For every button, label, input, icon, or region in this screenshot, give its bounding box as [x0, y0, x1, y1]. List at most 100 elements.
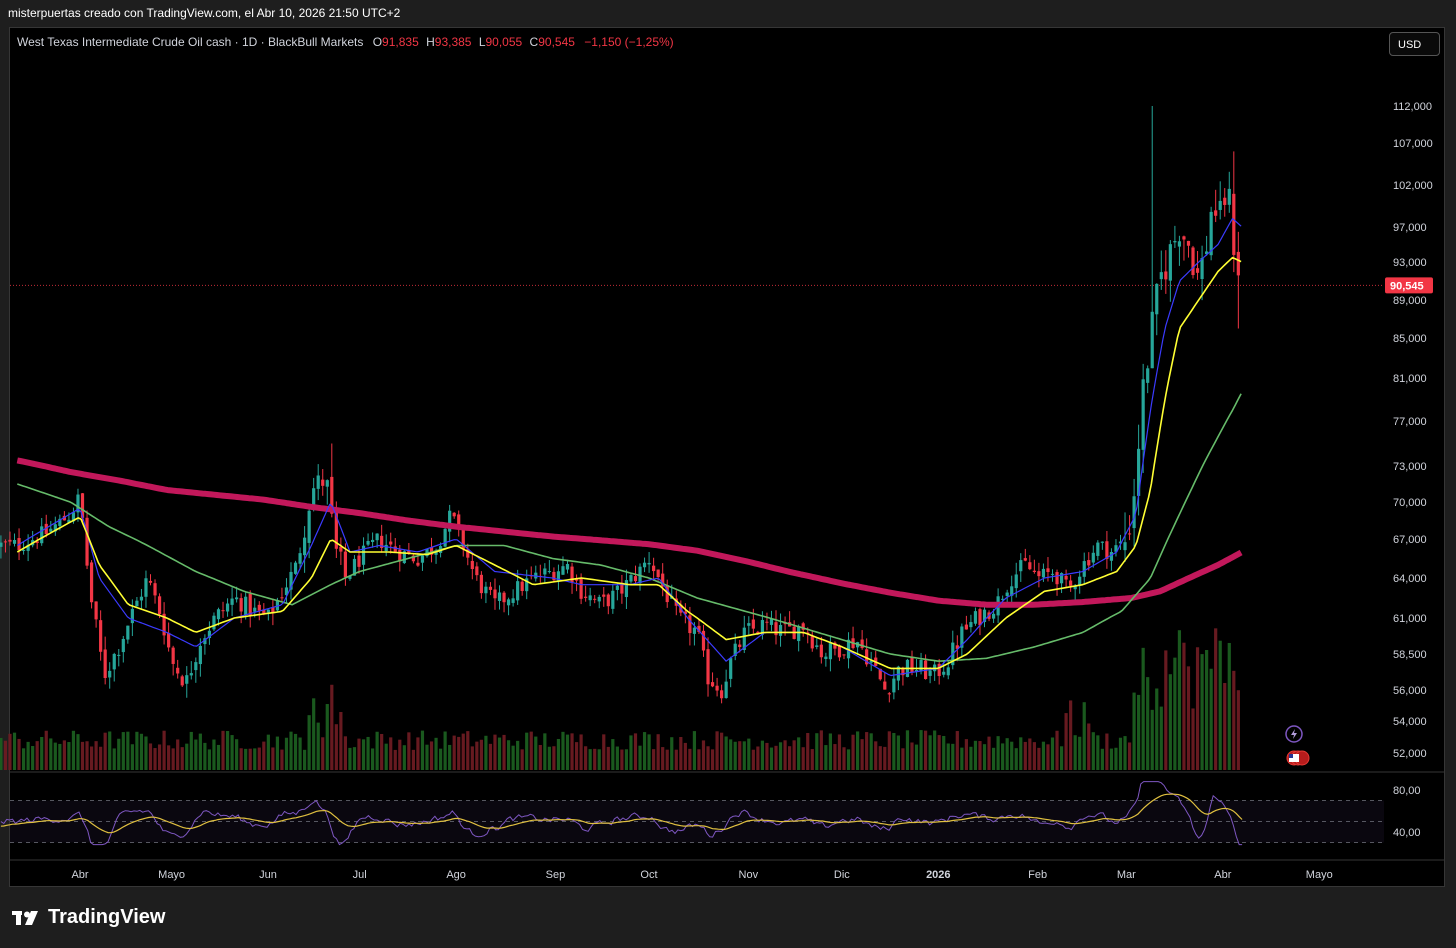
volume-bar [520, 749, 524, 770]
candle-body [642, 562, 647, 568]
x-tick-label: Mar [1117, 869, 1136, 881]
candle-body [733, 643, 737, 657]
candle-body [497, 592, 502, 601]
volume-bar [778, 742, 783, 770]
candle-body [1150, 311, 1154, 369]
candle-body [964, 624, 968, 630]
candle-body [982, 609, 987, 623]
volume-bar [624, 749, 629, 770]
candle-body [1001, 598, 1005, 600]
volume-bar [1001, 743, 1005, 770]
candle-body [452, 512, 456, 517]
volume-bar [1168, 674, 1172, 770]
ema-green-line [17, 393, 1242, 662]
volume-bar [357, 738, 361, 770]
y-tick-label: 56,000 [1393, 685, 1427, 697]
low-value: 90,055 [485, 35, 523, 49]
volume-bar [788, 746, 792, 770]
volume-bar [901, 748, 905, 770]
y-tick-label: 52,000 [1393, 748, 1427, 760]
candle-body [44, 523, 48, 534]
candle-body [928, 670, 932, 676]
candle-body [860, 639, 864, 649]
candle-body [307, 510, 311, 543]
volume-bar [167, 745, 171, 770]
candle-body [828, 643, 832, 660]
volume-bar [529, 731, 533, 770]
y-tick-label: 81,000 [1393, 373, 1427, 385]
open-label: O [372, 35, 383, 49]
volume-bar [198, 733, 202, 770]
volume-bar [112, 748, 116, 770]
x-tick-label: Jun [259, 869, 277, 881]
y-tick-label: 107,000 [1393, 138, 1433, 150]
volume-bar [955, 731, 959, 770]
volume-bar [633, 733, 638, 770]
volume-bar [688, 748, 692, 770]
candle-body [715, 685, 719, 691]
tradingview-logo[interactable]: TradingView [12, 906, 165, 929]
candle-body [466, 549, 470, 558]
x-tick-label: 2026 [926, 869, 950, 881]
volume-bar [457, 736, 461, 770]
volume-bar [1096, 735, 1100, 770]
x-tick-label: Ago [446, 869, 466, 881]
volume-bar [248, 748, 252, 770]
volume-bar [339, 712, 343, 770]
volume-bar [1173, 657, 1177, 770]
candle-body [516, 581, 520, 601]
candle-body [570, 566, 574, 583]
volume-bar [602, 734, 606, 770]
candle-body [606, 594, 610, 607]
candle-body [284, 587, 289, 596]
candle-body [348, 575, 352, 579]
volume-bar [40, 737, 44, 770]
candle-body [960, 626, 964, 648]
volume-bar [312, 698, 316, 770]
volume-bar [797, 737, 801, 770]
candle-body [593, 598, 597, 600]
candle-body [1078, 576, 1082, 586]
volume-bar [760, 740, 765, 770]
volume-bar [1218, 640, 1222, 770]
candle-body [710, 682, 715, 687]
candle-body [321, 479, 325, 486]
candle-body [216, 609, 221, 620]
volume-bar [316, 722, 320, 770]
candle-body [1132, 496, 1136, 529]
volume-bar [1232, 670, 1236, 770]
y-tick-label: 97,000 [1393, 222, 1427, 234]
candle-body [1146, 368, 1150, 383]
candle-body [1127, 533, 1132, 535]
candle-body [180, 676, 184, 686]
volume-bar [402, 745, 406, 770]
candle-body [774, 622, 778, 636]
candle-body [1055, 572, 1059, 585]
volume-bar [1141, 647, 1145, 770]
candle-body [271, 607, 275, 614]
candle-body [325, 480, 329, 487]
volume-bar [547, 746, 551, 770]
candle-body [312, 488, 316, 510]
rsi-level-label: 40,00 [1393, 827, 1421, 839]
volume-bar [697, 749, 701, 770]
candle-body [1087, 560, 1091, 566]
candle-body [139, 596, 144, 601]
x-tick-label: Mayo [1306, 869, 1333, 881]
volume-bar [89, 746, 94, 770]
volume-bar [892, 732, 896, 770]
candle-body [1218, 200, 1222, 210]
volume-bar [126, 731, 130, 770]
volume-bar [293, 733, 298, 770]
rsi-line [0, 781, 1243, 846]
candle-body [724, 681, 728, 698]
candle-body [303, 537, 307, 556]
candle-body [738, 644, 742, 647]
volume-bar [1177, 630, 1182, 770]
currency-button[interactable]: USD [1389, 32, 1440, 56]
volume-bar [552, 746, 556, 770]
volume-bar [833, 744, 837, 770]
volume-bar [674, 749, 678, 770]
ohlc-legend: West Texas Intermediate Crude Oil cash ·… [17, 35, 674, 49]
